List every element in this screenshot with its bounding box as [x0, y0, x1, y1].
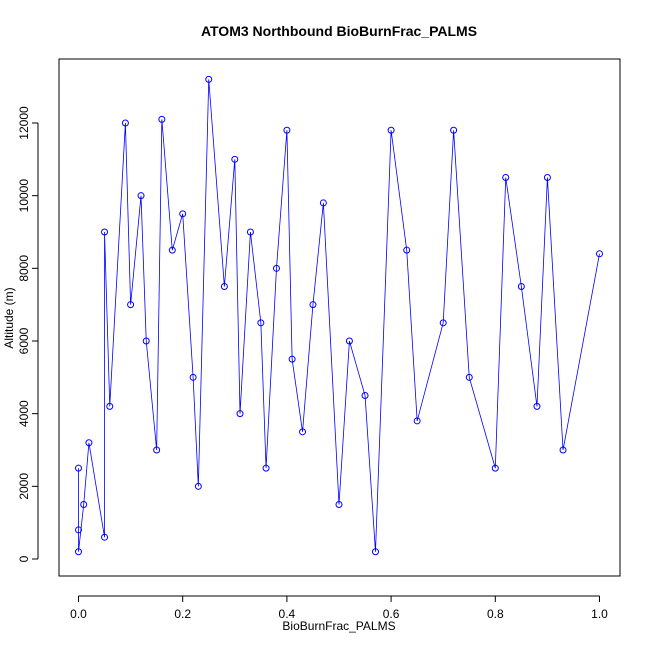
data-point	[121, 119, 129, 127]
data-point	[80, 501, 88, 508]
x-tick-label: 0.8	[487, 607, 504, 621]
data-point	[236, 410, 244, 418]
data-point	[257, 319, 265, 327]
data-point	[101, 533, 109, 541]
data-point	[205, 75, 213, 83]
series-line	[78, 79, 600, 552]
y-tick-label: 2000	[17, 473, 31, 500]
data-point	[345, 337, 353, 345]
data-point	[179, 210, 187, 218]
data-point	[299, 428, 307, 436]
data-point	[101, 228, 109, 236]
data-point	[85, 439, 93, 447]
data-point	[168, 246, 176, 254]
data-point	[189, 373, 197, 381]
data-point	[533, 402, 541, 410]
y-tick-label: 0	[17, 555, 31, 562]
data-point	[231, 155, 239, 163]
data-point	[543, 174, 551, 181]
data-point	[153, 446, 161, 454]
data-point	[559, 446, 567, 454]
data-point	[106, 402, 114, 410]
data-point	[319, 199, 327, 207]
data-point	[246, 228, 254, 236]
data-point	[127, 301, 135, 309]
y-axis: 0 2000 4000 6000 8000 10000 12000	[17, 106, 39, 562]
data-point	[283, 126, 291, 134]
data-point	[158, 115, 166, 123]
data-point	[75, 526, 82, 534]
y-axis-label: Altitude (m)	[2, 287, 16, 348]
data-point	[465, 373, 473, 381]
x-tick-label: 0.0	[70, 607, 87, 621]
data-point	[596, 250, 603, 258]
data-point	[220, 283, 228, 290]
data-point	[517, 283, 525, 290]
data-point	[491, 464, 499, 472]
y-tick-label: 4000	[17, 400, 31, 427]
x-tick-label: 0.2	[174, 607, 191, 621]
data-point	[361, 392, 369, 399]
data-point	[387, 126, 395, 134]
x-tick-label: 0.4	[279, 607, 296, 621]
data-point	[439, 319, 447, 327]
data-point	[137, 192, 145, 200]
chart-title: ATOM3 Northbound BioBurnFrac_PALMS	[201, 23, 477, 39]
data-point	[288, 355, 296, 363]
x-tick-label: 1.0	[591, 607, 608, 621]
y-tick-label: 12000	[17, 106, 31, 140]
data-layer	[75, 75, 603, 556]
y-tick-label: 10000	[17, 179, 31, 213]
x-tick-label: 0.6	[383, 607, 400, 621]
data-point	[502, 174, 510, 181]
data-point	[309, 301, 317, 309]
plot-area	[58, 58, 621, 577]
data-point	[371, 548, 379, 556]
x-axis: 0.0 0.2 0.4 0.6 0.8 1.0	[70, 595, 608, 621]
y-tick-label: 6000	[17, 327, 31, 354]
data-point	[75, 464, 82, 472]
data-point	[403, 246, 411, 254]
data-point	[262, 464, 270, 472]
data-point	[450, 126, 458, 134]
data-point	[272, 264, 280, 272]
data-point	[335, 501, 343, 508]
x-axis-label: BioBurnFrac_PALMS	[282, 619, 395, 633]
data-point	[142, 337, 150, 345]
y-tick-label: 8000	[17, 255, 31, 282]
data-point	[75, 548, 82, 556]
data-point	[194, 482, 202, 490]
data-point	[413, 417, 421, 425]
